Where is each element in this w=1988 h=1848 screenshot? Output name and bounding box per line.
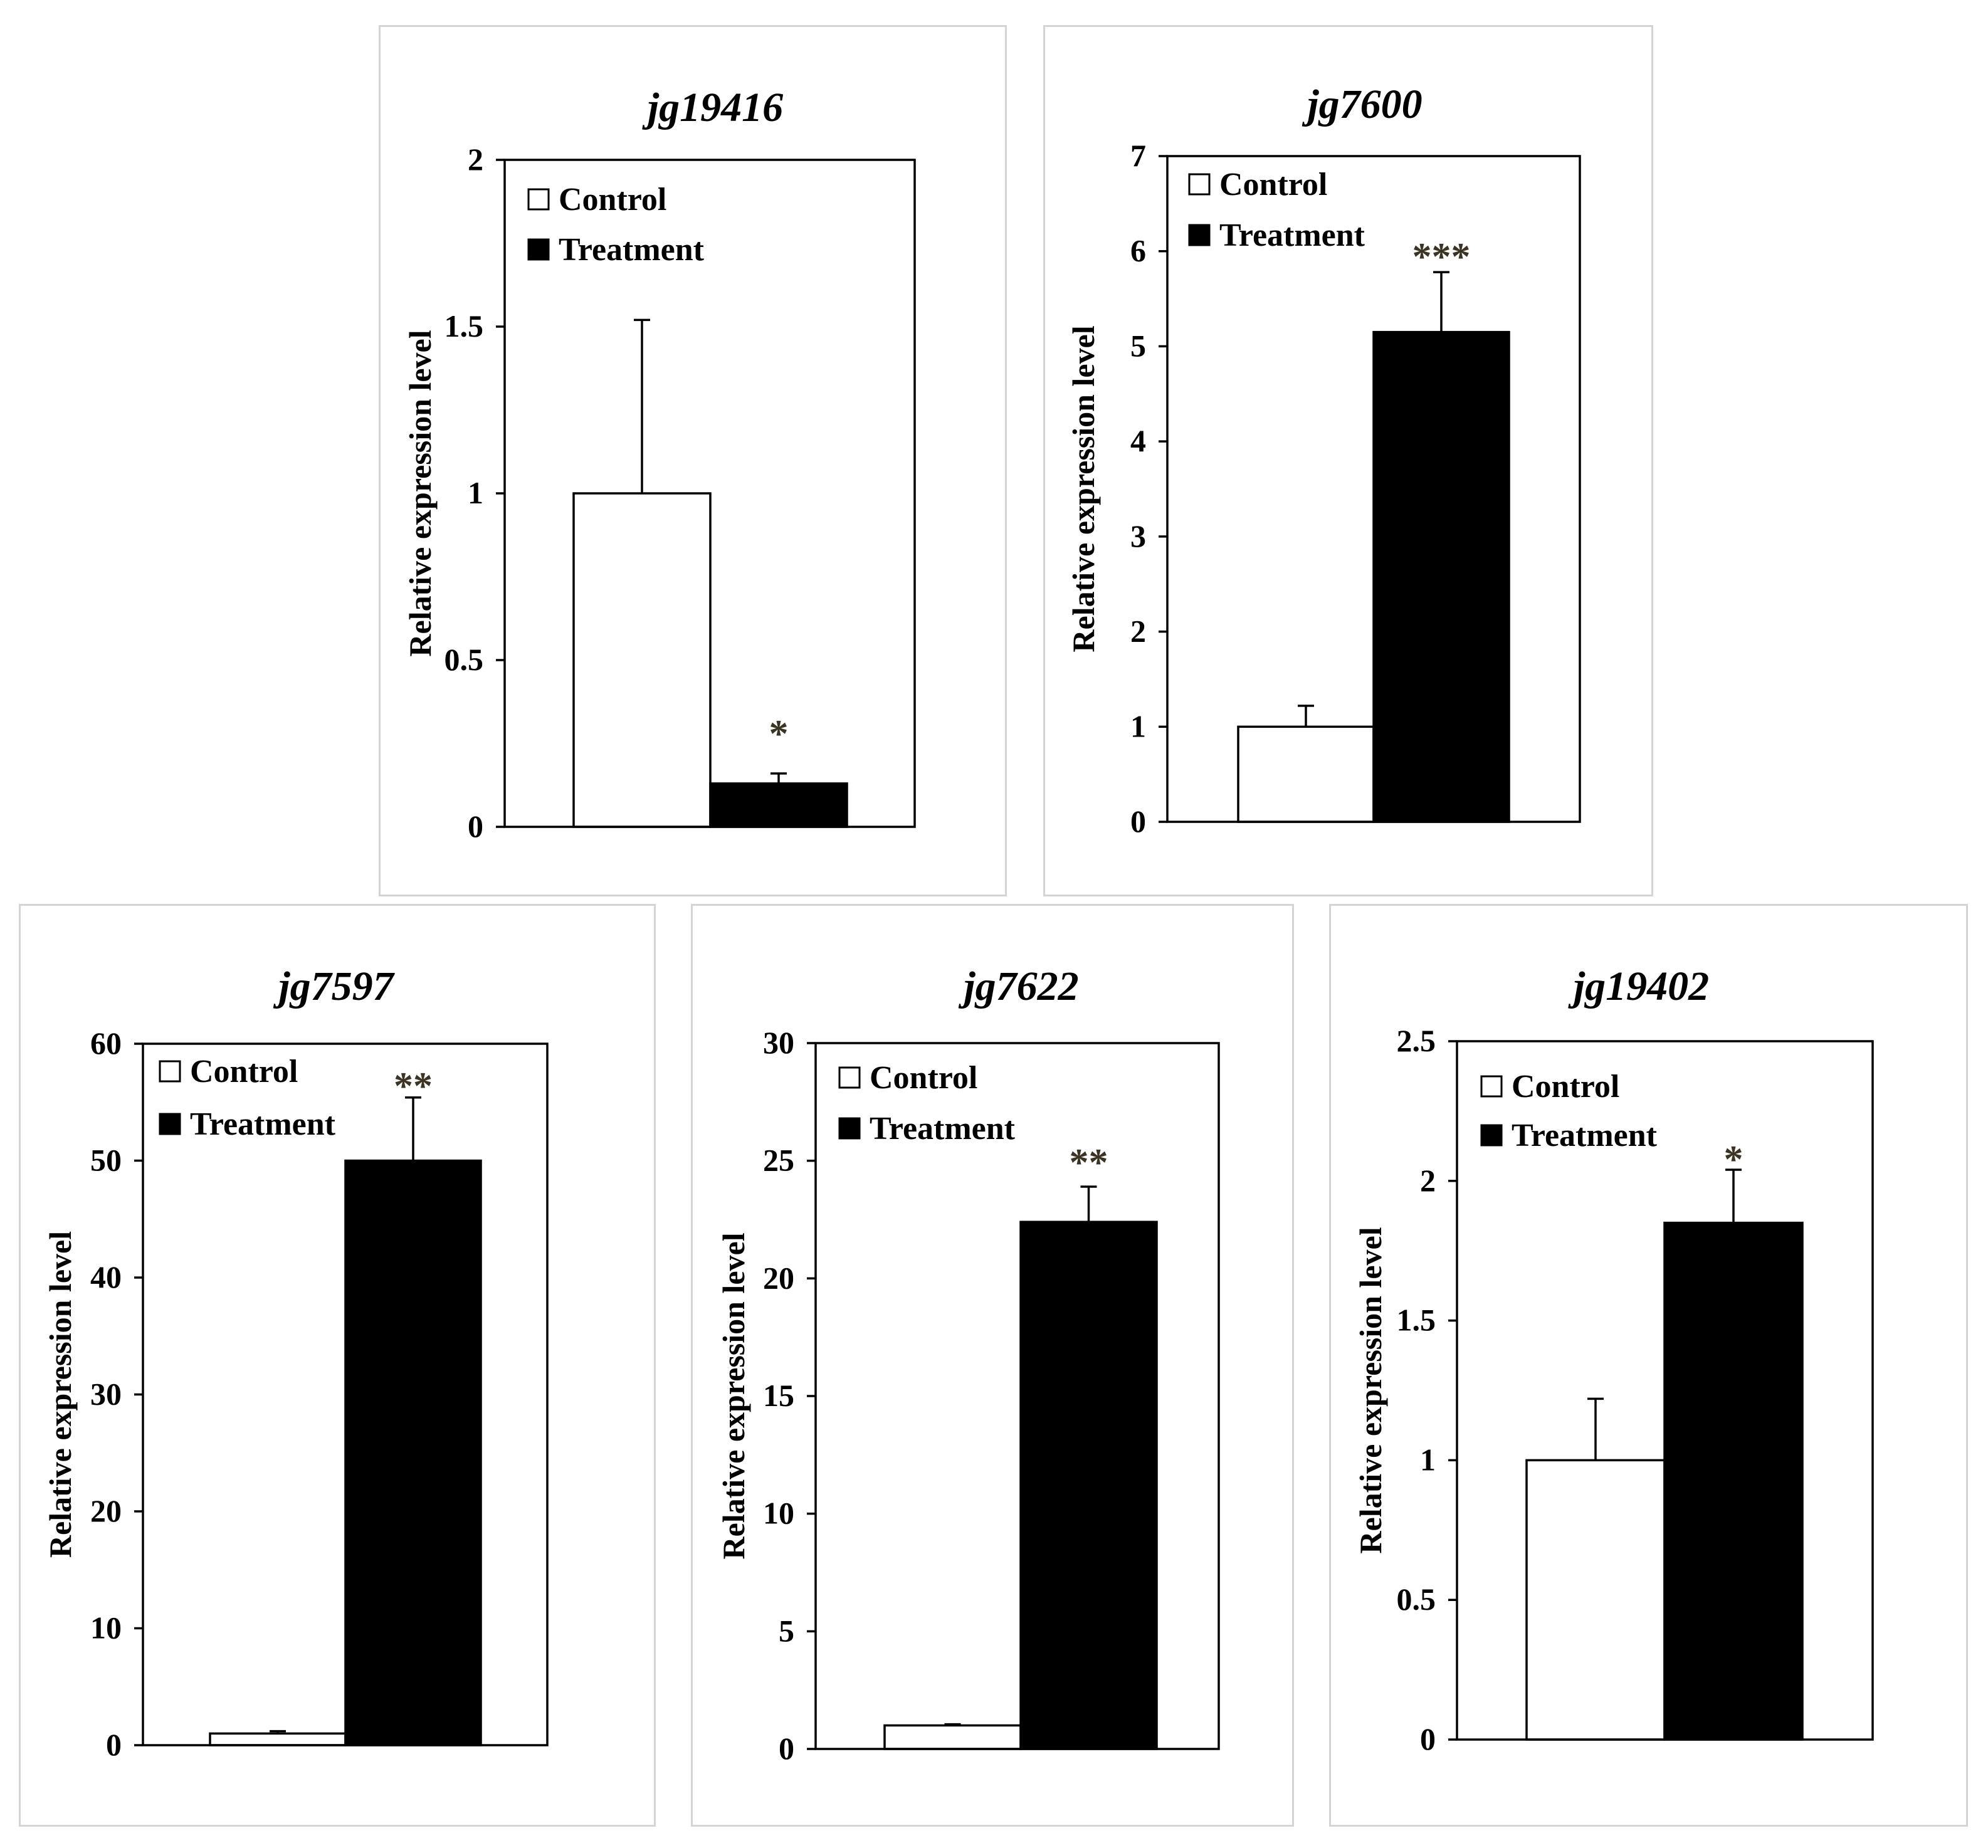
y-tick-label: 0 [468, 809, 483, 844]
y-axis-label: Relative expression level [1353, 1227, 1388, 1553]
chart-svg: jg7600 *** 0 1 2 3 4 5 6 7 Relative expression lev… [1066, 81, 1581, 839]
significance-marker: ** [1070, 1142, 1108, 1184]
y-tick-label: 0.5 [1397, 1582, 1436, 1617]
y-tick-label: 10 [90, 1610, 122, 1646]
chart-panel-jg7622: jg7622 ** 0 5 10 15 20 25 30 Relative expression … [691, 904, 1294, 1827]
y-tick-label: 40 [90, 1259, 122, 1294]
y-tick-label: 0.5 [444, 642, 484, 677]
y-tick-label: 30 [90, 1377, 122, 1412]
legend-label-treatment: Treatment [1512, 1118, 1658, 1153]
y-tick-label: 10 [763, 1496, 794, 1531]
bar-treatment [344, 1159, 482, 1746]
chart-panel-jg7597: jg7597 ** 0 10 20 30 40 50 60 Relative expression… [19, 904, 656, 1827]
y-tick-label: 60 [90, 1026, 122, 1061]
significance-marker: ** [394, 1065, 433, 1108]
legend-label-control: Control [1219, 167, 1327, 202]
y-tick-label: 30 [763, 1025, 794, 1060]
legend-label-control: Control [559, 182, 666, 218]
legend-swatch-treatment [1480, 1124, 1503, 1147]
legend-swatch-treatment [159, 1113, 181, 1135]
legend-label-treatment: Treatment [559, 232, 705, 268]
y-tick-label: 2 [468, 142, 483, 177]
plot-frame [1456, 1040, 1874, 1741]
legend-label-control: Control [1512, 1069, 1619, 1105]
y-tick-label: 25 [763, 1143, 794, 1178]
y-tick-label: 20 [90, 1493, 122, 1528]
legend-label-control: Control [190, 1054, 298, 1089]
y-tick-label: 1.5 [1397, 1303, 1436, 1338]
chart-panel-jg19402: jg19402 * 0 0.5 1 1.5 2 2.5 Relative expression … [1329, 904, 1968, 1827]
y-axis-label: Relative expression level [43, 1231, 78, 1558]
y-tick-label: 0 [779, 1731, 794, 1766]
chart-title: jg7600 [1302, 81, 1422, 127]
plot-frame [814, 1042, 1220, 1750]
y-axis-label: Relative expression level [716, 1232, 751, 1559]
y-tick-label: 5 [1130, 328, 1146, 363]
legend-swatch-control [838, 1066, 861, 1089]
bar-treatment [1019, 1221, 1158, 1750]
chart-title: jg19402 [1568, 963, 1709, 1009]
significance-marker: * [769, 713, 789, 755]
y-tick-label: 0 [106, 1727, 122, 1762]
y-tick-label: 3 [1130, 518, 1146, 554]
y-tick-label: 50 [90, 1143, 122, 1178]
chart-svg: jg19402 * 0 0.5 1 1.5 2 2.5 Relative expression … [1353, 963, 1874, 1756]
y-tick-label: 20 [763, 1260, 794, 1295]
y-tick-label: 0 [1130, 804, 1146, 839]
chart-title: jg7597 [273, 963, 395, 1009]
y-tick-label: 1 [1130, 708, 1146, 743]
legend-swatch-treatment [527, 238, 550, 261]
legend-swatch-control [1480, 1075, 1503, 1098]
y-tick-label: 1.5 [444, 308, 484, 344]
bar-treatment [1663, 1221, 1804, 1741]
y-axis-label: Relative expression level [1066, 325, 1101, 652]
legend-label-treatment: Treatment [1219, 218, 1365, 253]
bar-control [209, 1732, 347, 1746]
legend-label-treatment: Treatment [870, 1111, 1016, 1147]
bar-treatment [1372, 330, 1510, 823]
legend-label-control: Control [870, 1060, 977, 1096]
y-tick-label: 5 [779, 1613, 794, 1648]
y-tick-label: 2.5 [1397, 1023, 1436, 1058]
chart-title: jg19416 [642, 85, 783, 130]
chart-svg: jg7597 ** 0 10 20 30 40 50 60 Relative expression… [43, 963, 549, 1762]
y-tick-label: 6 [1130, 233, 1146, 268]
y-tick-label: 1 [1420, 1442, 1436, 1477]
legend-swatch-control [1188, 173, 1211, 196]
legend-swatch-control [159, 1060, 181, 1083]
y-tick-label: 2 [1420, 1163, 1436, 1198]
bar-control [572, 492, 712, 828]
chart-svg: jg19416 * 0 0.5 1 1.5 2 Relative expression lev… [402, 85, 916, 844]
bar-treatment [709, 782, 848, 828]
chart-panel-jg19416: jg19416 * 0 0.5 1 1.5 2 Relative expression lev… [379, 25, 1007, 896]
plot-frame [1166, 155, 1581, 823]
y-tick-label: 0 [1420, 1721, 1436, 1756]
legend-swatch-treatment [1188, 224, 1211, 246]
legend-swatch-control [527, 188, 550, 211]
y-tick-label: 2 [1130, 614, 1146, 649]
chart-title: jg7622 [958, 963, 1078, 1009]
bar-control [1525, 1459, 1666, 1741]
y-tick-label: 1 [468, 475, 483, 510]
bar-control [1237, 725, 1375, 823]
bar-control [883, 1724, 1022, 1750]
chart-svg: jg7622 ** 0 5 10 15 20 25 30 Relative expression … [716, 963, 1220, 1766]
y-tick-label: 4 [1130, 423, 1146, 458]
y-axis-label: Relative expression level [402, 330, 438, 656]
chart-panel-jg7600: jg7600 *** 0 1 2 3 4 5 6 7 Relative expression lev… [1043, 25, 1653, 896]
y-tick-label: 15 [763, 1378, 794, 1413]
y-tick-label: 7 [1130, 138, 1146, 173]
legend-swatch-treatment [838, 1117, 861, 1140]
legend-label-treatment: Treatment [190, 1106, 336, 1142]
significance-marker: *** [1412, 236, 1471, 278]
significance-marker: * [1724, 1138, 1743, 1181]
